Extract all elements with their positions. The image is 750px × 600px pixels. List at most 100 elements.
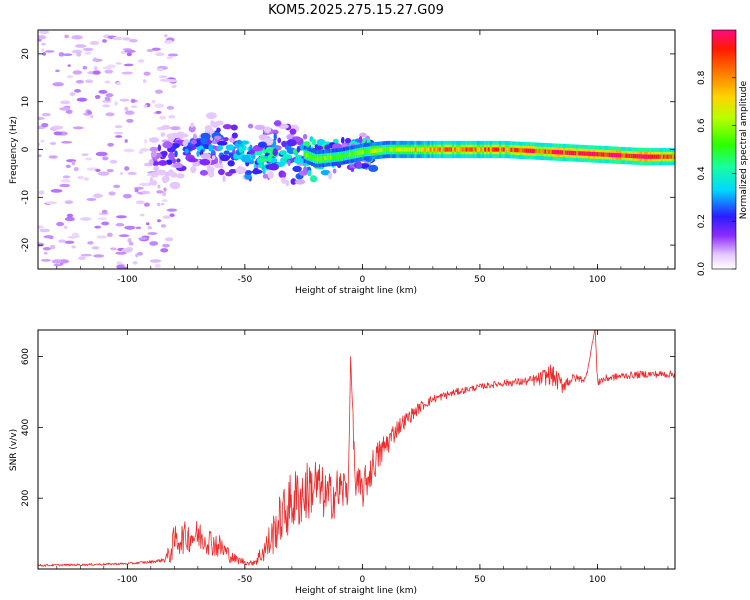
spectrogram-ridge-cell (655, 154, 658, 159)
spectrogram-cell (109, 159, 118, 164)
spectrogram-cell (290, 178, 297, 185)
spectrogram-cell (173, 162, 183, 169)
spectrogram-ridge-cell (499, 147, 502, 152)
spectrogram-cell (167, 134, 176, 142)
spectrogram-ridge-cell (563, 150, 566, 155)
spectrogram-ridge-cell (668, 154, 671, 159)
spectrogram-cell (285, 179, 290, 187)
spectrogram-cell (101, 209, 108, 214)
spectrogram-cell (108, 191, 116, 196)
spectrogram-ridge-cell (444, 147, 447, 152)
spectrogram-cell (156, 190, 164, 194)
colorbar-gradient (712, 30, 736, 269)
spectrogram-ridge-cell (542, 149, 545, 154)
snr-ticks: -100 -50 0 50 100 200 400 600 (21, 330, 675, 585)
spectrogram-ridge-cell (517, 148, 521, 153)
spectrogram-cell (114, 101, 118, 106)
spectrogram-cell (115, 62, 122, 65)
spectrogram-ridge-cell (307, 153, 310, 158)
spectrogram-ridge-cell (570, 150, 573, 156)
spectrogram-ridge-cell (356, 150, 359, 156)
spectrogram-ridge-cell (604, 152, 607, 157)
spectrogram-cell (192, 161, 199, 167)
spectrogram-cell (104, 80, 111, 84)
spectrogram-cell (138, 59, 145, 63)
spectrogram-cell (82, 47, 94, 52)
spectrogram-ridge-cell (495, 147, 498, 152)
spectrogram-ridge-cell (645, 154, 648, 159)
spectrogram-cell (163, 40, 174, 44)
spectrogram-cell (356, 161, 362, 169)
spectrogram-ridge-cell (598, 152, 601, 157)
spectrogram-ytick-label: -20 (21, 237, 31, 252)
spectrogram-cell (244, 173, 252, 180)
spectrogram-cell (254, 124, 266, 130)
spectrogram-cell (87, 110, 93, 115)
spectrogram-ridge-cell (403, 147, 406, 152)
spectrogram-ridge-cell (514, 147, 517, 153)
spectrogram-cell (93, 65, 98, 71)
spectrogram-cell (115, 135, 123, 138)
colorbar-frame (711, 29, 737, 270)
spectrogram-cell (161, 125, 171, 130)
spectrogram-cell (90, 114, 94, 119)
spectrogram-ridge-cell (437, 147, 440, 152)
spectrogram-cell (211, 121, 220, 128)
spectrogram-ridge-cell (484, 147, 487, 152)
spectrogram-xtick-label: -100 (117, 275, 138, 285)
spectrogram-ridge-cell (523, 148, 526, 153)
snr-panel: -100 -50 0 50 100 200 400 600 Height of straigh… (9, 329, 676, 596)
spectrogram-cell (110, 247, 117, 251)
spectrogram-cell (135, 200, 145, 205)
spectrogram-ridge-cell (333, 155, 336, 160)
spectrogram-cell (156, 68, 164, 72)
spectrogram-cell (41, 112, 51, 117)
spectrogram-ridge-cell (533, 148, 536, 154)
spectrogram-cell (302, 133, 308, 140)
spectrogram-ridge-cell (316, 156, 319, 162)
spectrogram-cell (120, 51, 126, 54)
spectrogram-cell (188, 125, 196, 133)
spectrogram-ridge-cell (508, 147, 511, 152)
spectrogram-cell (244, 170, 253, 175)
spectrogram-ridge-cell (632, 153, 635, 159)
colorbar-tick-label: 0.2 (697, 214, 707, 228)
spectrogram-cell (223, 150, 230, 155)
spectrogram-ridge-cell (657, 154, 660, 159)
spectrogram-cell (233, 153, 237, 160)
spectrogram-ridge-cell (423, 147, 427, 152)
spectrogram-ridge-cell (549, 149, 553, 155)
spectrogram-cell (149, 241, 159, 246)
spectrogram-ridge-cell (647, 154, 650, 159)
spectrogram-ridge-cell (623, 153, 626, 158)
spectrogram-ridge-cell (649, 154, 652, 159)
spectrogram-cell (135, 226, 142, 230)
spectrogram-ridge-cell (322, 156, 325, 161)
spectrogram-cell (157, 144, 162, 152)
spectrogram-cell (83, 177, 90, 181)
spectrogram-cell (145, 222, 150, 226)
spectrogram-ridge-cell (643, 154, 647, 159)
spectrogram-cell (38, 190, 45, 195)
spectrogram-cell (143, 104, 148, 108)
spectrogram-cell (92, 193, 104, 198)
spectrogram-cell (162, 215, 172, 219)
spectrogram-ridge-cell (489, 147, 492, 152)
spectrogram-ridge-cell (486, 147, 489, 152)
snr-xtick-label: 0 (360, 575, 366, 585)
spectrogram-ridge-cell (630, 153, 633, 159)
spectrogram-ridge-cell (615, 153, 618, 158)
spectrogram-cell (146, 49, 154, 52)
spectrogram-ridge-cell (527, 148, 530, 153)
spectrogram-ridge-cell (627, 153, 630, 158)
spectrogram-cell (236, 139, 242, 145)
spectrogram-ridge-cell (454, 147, 457, 152)
spectrogram-cell (160, 202, 165, 206)
spectrogram-ridge-cell (407, 147, 410, 152)
spectrogram-ridge-cell (608, 152, 611, 157)
spectrogram-cell (207, 127, 213, 132)
spectrogram-ridge-cell (465, 147, 468, 152)
snr-xtick-label: -100 (117, 575, 138, 585)
spectrogram-cell (123, 63, 134, 67)
spectrogram-cell (97, 171, 110, 176)
